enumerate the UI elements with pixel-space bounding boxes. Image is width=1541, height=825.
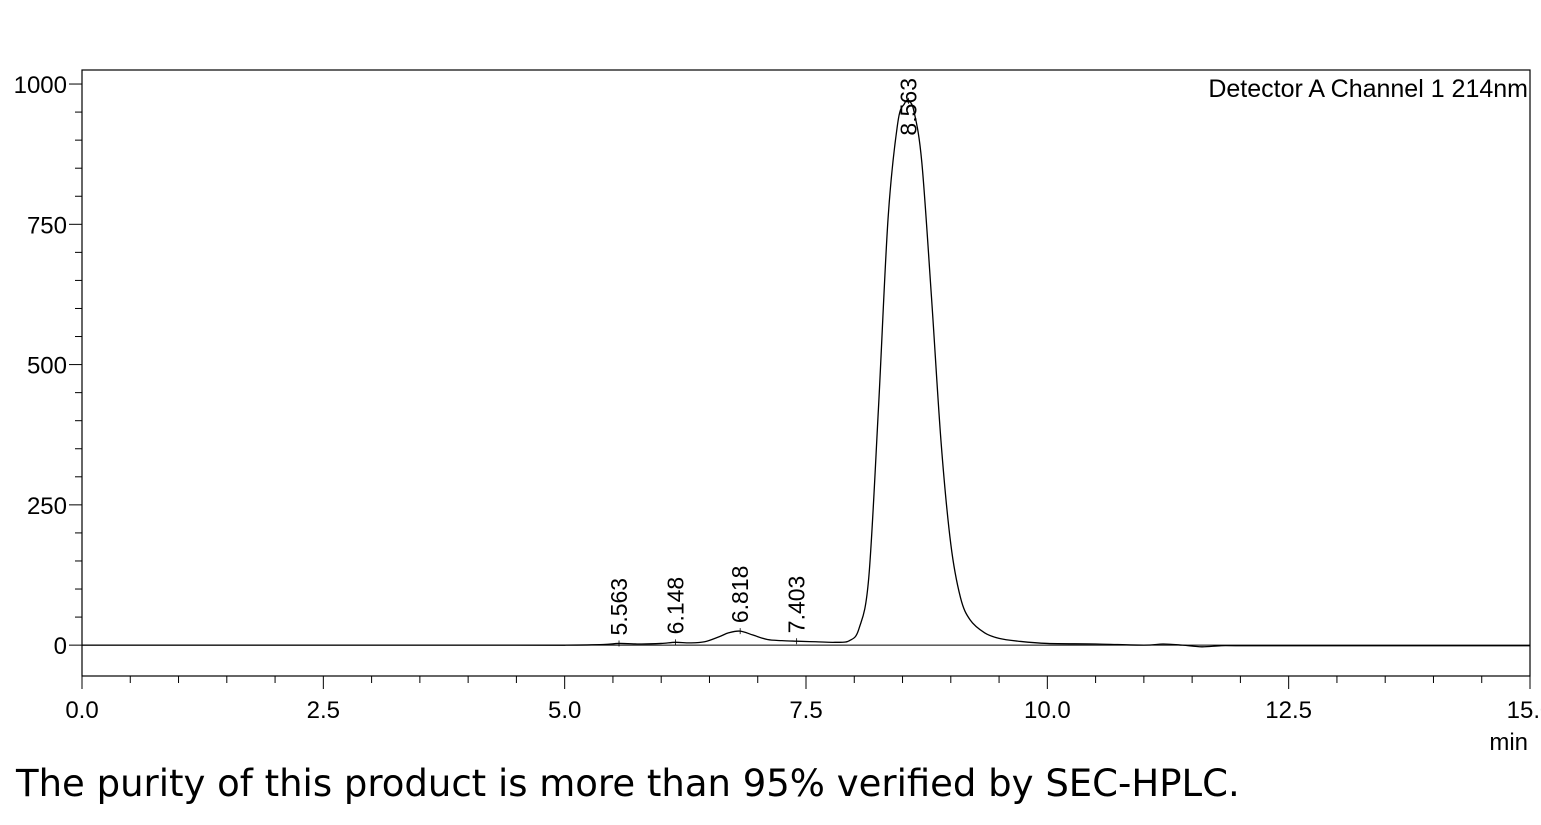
x-tick-label: 2.5 — [307, 697, 340, 724]
x-tick-label: 5.0 — [548, 697, 581, 724]
peak-label: 6.818 — [727, 566, 753, 624]
y-tick-label: 0 — [54, 633, 67, 660]
x-tick-label: 0.0 — [65, 697, 98, 724]
peak-labels: 5.563 6.148 6.818 7.403 8.563 — [606, 78, 922, 647]
y-axis: 0 250 500 750 1000 — [14, 72, 82, 660]
y-tick-label: 250 — [27, 493, 67, 520]
caption-text: The purity of this product is more than … — [16, 762, 1240, 805]
y-tick-label: 750 — [27, 212, 67, 239]
x-tick-label: 10.0 — [1024, 697, 1071, 724]
legend-label: Detector A Channel 1 214nm — [1208, 75, 1528, 103]
peak-label: 7.403 — [784, 576, 810, 634]
x-tick-label: 7.5 — [789, 697, 822, 724]
y-tick-label: 1000 — [14, 72, 67, 99]
x-tick-label: 12.5 — [1265, 697, 1312, 724]
peak-label: 5.563 — [606, 578, 632, 636]
series-line — [82, 99, 1530, 648]
x-tick-label: 15.0 — [1507, 697, 1541, 724]
peak-label: 6.148 — [662, 577, 688, 635]
y-tick-label: 500 — [27, 353, 67, 380]
peak-label: 8.563 — [896, 78, 922, 136]
x-axis: 0.0 2.5 5.0 7.5 10.0 12.5 15.0 — [65, 676, 1541, 724]
chromatogram-chart: 0.02.55.07.510.012.515.0 02505007501000 … — [14, 69, 1541, 756]
x-axis-label: min — [1489, 729, 1528, 756]
